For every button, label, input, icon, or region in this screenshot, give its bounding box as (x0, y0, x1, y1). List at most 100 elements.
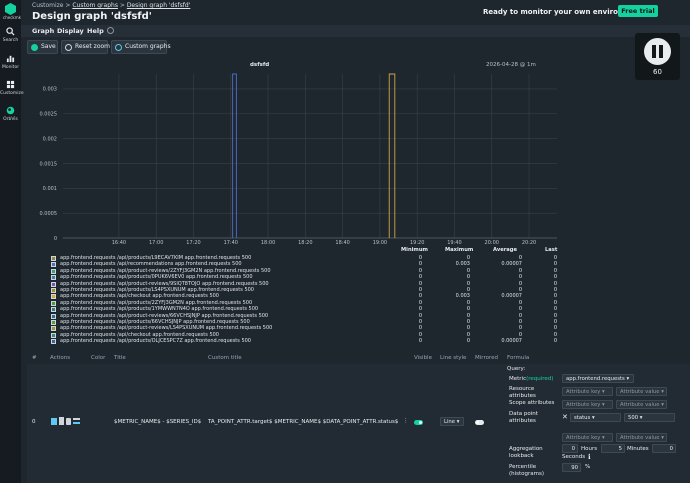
custom-graphs-label: Custom graphs (125, 43, 171, 50)
legend-value-last: 0 (553, 293, 557, 300)
graph-title: dsfsfd (250, 62, 270, 68)
legend-color-swatch (51, 332, 56, 338)
x-tick-label: 19:40 (447, 240, 461, 246)
remove-attr-icon[interactable]: ✕ (562, 413, 568, 421)
scope-attr-value[interactable]: Attribute value ▾ (616, 400, 667, 409)
legend-row: app.frontend.requests /api/products/2ZYF… (51, 300, 561, 306)
legend-value-last: 0 (553, 274, 557, 281)
legend-header-min: Minimum (401, 247, 428, 253)
refresh-pause-button[interactable]: 60 (635, 33, 680, 80)
save-icon (31, 44, 38, 51)
line-style-value: Line (444, 419, 456, 425)
datapoint-attr-value-new[interactable]: Attribute value ▾ (616, 433, 667, 442)
custom-graphs-icon (115, 44, 122, 51)
reset-zoom-icon (65, 44, 72, 51)
resource-attr-key[interactable]: Attribute key ▾ (562, 387, 613, 396)
legend-row: app.frontend.requests /api/product-revie… (51, 313, 561, 319)
legend-value-max: 0 (466, 287, 470, 293)
row-actions (51, 417, 80, 425)
clone-icon[interactable] (59, 417, 64, 425)
legend-series-name: app.frontend.requests /api/checkout app.… (60, 331, 219, 338)
legend-value-last: 0 (553, 325, 557, 332)
legend-value-max: 0 (466, 319, 470, 325)
legend-value-avg: 0.00007 (501, 338, 522, 345)
legend-color-swatch (51, 256, 56, 261)
y-tick-label: 0 (54, 236, 57, 242)
legend-value-max: 0 (466, 299, 470, 306)
help-toggle-icon[interactable] (107, 27, 114, 34)
breadcrumb-custom-graphs[interactable]: Custom graphs (72, 2, 118, 9)
menu-help[interactable]: Help (87, 27, 104, 35)
legend-row: app.frontend.requests /api/product-revie… (51, 281, 561, 287)
legend-row: app.frontend.requests /api/products/LS4P… (51, 287, 561, 293)
visible-toggle[interactable] (414, 420, 423, 425)
legend-value-avg: 0 (518, 255, 522, 261)
nav-customize[interactable]: Customize (0, 80, 24, 96)
percentile-input[interactable]: 90 (562, 463, 581, 472)
breadcrumb: Customize > Custom graphs > Design graph… (32, 2, 191, 9)
metric-select[interactable]: app.frontend.requests ▾ (562, 374, 634, 383)
nav-orbvis[interactable]: OrbVis (0, 106, 21, 122)
x-tick-label: 20:00 (485, 240, 499, 246)
menu-display[interactable]: Display (57, 27, 84, 35)
legend-value-last: 0 (553, 319, 557, 325)
legend-row: app.frontend.requests /api/products/0PUK… (51, 274, 561, 281)
x-tick-label: 18:00 (261, 240, 275, 246)
checkmk-logo[interactable]: checkmk (3, 3, 21, 23)
datapoint-attr-key[interactable]: status ▾ (570, 413, 621, 422)
edit-icon[interactable] (51, 418, 57, 425)
col-color: Color (91, 355, 106, 361)
legend-value-min: 0 (418, 267, 422, 274)
graph-plot[interactable]: 0.003 0.0025 0.002 0.0015 0.001 0.0005 0 16:40 1… (27, 70, 562, 247)
hours-label: Hours (581, 446, 598, 452)
breadcrumb-customize[interactable]: Customize (32, 2, 64, 9)
custom-title-input[interactable]: TA_POINT_ATTR.target$ $METRIC_NAME$ $DAT… (208, 419, 399, 425)
orbvis-icon (6, 106, 15, 115)
lookback-help-icon[interactable]: ℹ (588, 453, 591, 461)
move-icon[interactable] (73, 418, 80, 420)
customize-icon (6, 80, 15, 89)
save-button[interactable]: Save (27, 40, 58, 54)
scope-attr-key[interactable]: Attribute key ▾ (562, 400, 613, 409)
legend-row: app.frontend.requests /api/checkout app.… (51, 332, 561, 338)
legend-value-last: 0 (553, 338, 557, 345)
legend-value-last: 0 (553, 261, 557, 268)
legend-row: app.frontend.requests /api/products/66VC… (51, 319, 561, 325)
minutes-input[interactable]: 5 (601, 444, 625, 453)
custom-title-edit-icon[interactable]: ⋮ (403, 418, 409, 424)
reset-zoom-button[interactable]: Reset zoom (61, 40, 110, 54)
seconds-input[interactable]: 0 (652, 444, 676, 453)
custom-graphs-button[interactable]: Custom graphs (111, 40, 171, 54)
mirrored-toggle[interactable] (475, 420, 484, 425)
datapoint-attr-value[interactable]: 500 ▾ (624, 413, 675, 422)
save-label: Save (41, 43, 56, 50)
nav-monitor[interactable]: Monitor (0, 54, 21, 70)
legend-row: app.frontend.requests /api/products/OLJC… (51, 338, 561, 345)
legend-value-max: 0 (466, 280, 470, 287)
hours-input[interactable]: 0 (562, 444, 578, 453)
free-trial-button[interactable]: Free trial (618, 5, 658, 17)
nav-search-label: Search (2, 38, 19, 43)
legend-header-avg: Average (493, 247, 518, 253)
y-tick-label: 0.0015 (40, 161, 58, 167)
legend-series-name: app.frontend.requests /api/product-revie… (60, 312, 269, 319)
legend-color-swatch (51, 320, 56, 325)
breadcrumb-design-graph[interactable]: Design graph 'dsfsfd' (126, 2, 191, 9)
series-line-0 (232, 73, 237, 238)
legend-value-avg: 0 (518, 280, 522, 287)
nav-customize-label: Customize (0, 91, 24, 96)
line-style-select[interactable]: Line ▾ (440, 417, 464, 426)
metric-value: app.frontend.requests (566, 376, 625, 382)
resource-attr-value[interactable]: Attribute value ▾ (616, 387, 667, 396)
legend-value-min: 0 (418, 338, 422, 345)
delete-icon[interactable] (66, 418, 71, 425)
menu-graph[interactable]: Graph (32, 27, 55, 35)
legend-value-max: 0 (466, 267, 470, 274)
nav-search[interactable]: Search (0, 27, 21, 43)
legend-color-swatch (51, 307, 56, 313)
graph-elements-table: # Actions Color Title Custom title Visib… (27, 352, 690, 483)
datapoint-attr-key-new[interactable]: Attribute key ▾ (562, 433, 613, 442)
legend-color-swatch (51, 262, 56, 268)
promo-text: Ready to monitor your own environment? (483, 8, 648, 16)
percentile-label: Percentile (histograms) (509, 464, 545, 477)
